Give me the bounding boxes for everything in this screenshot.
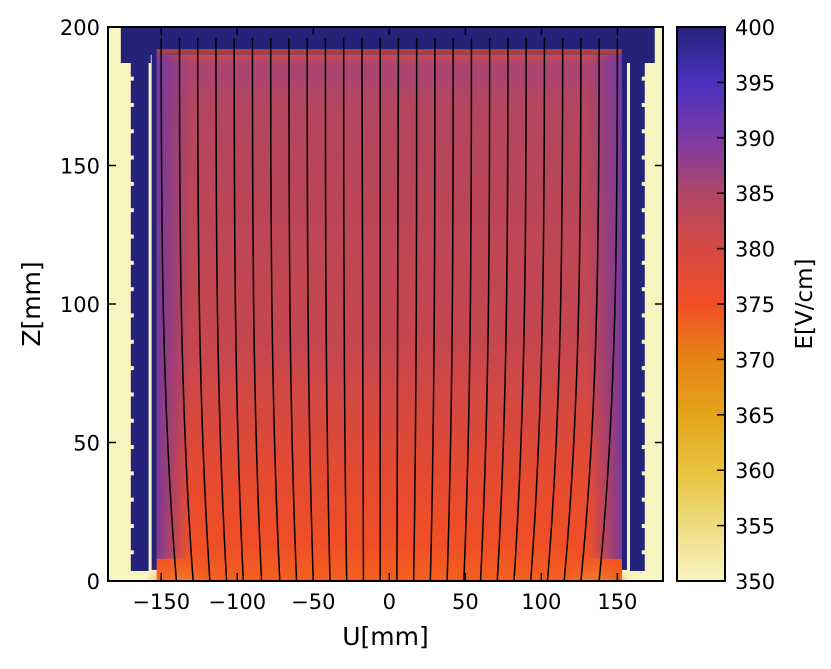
frame-notch — [641, 234, 646, 239]
field-line — [251, 38, 263, 581]
field-line — [269, 38, 281, 581]
field-line — [580, 38, 600, 581]
y-tick-label: 0 — [87, 570, 100, 594]
colorbar-tick-label: 365 — [735, 404, 775, 428]
colorbar-tick-label: 380 — [735, 238, 775, 262]
field-top-band — [156, 49, 622, 68]
colorbar-tick-label: 385 — [735, 182, 775, 206]
frame-notch — [129, 445, 134, 450]
colorbar-tick-label: 360 — [735, 459, 775, 483]
frame-notch — [641, 471, 646, 476]
frame-notch — [129, 550, 134, 555]
field-corner-low-left — [146, 513, 215, 581]
frame-notch — [129, 234, 134, 239]
field-line — [342, 38, 348, 581]
colorbar-tick-label: 390 — [735, 127, 775, 151]
frame-notch — [641, 392, 646, 397]
frame-notch — [641, 260, 646, 265]
field-line — [496, 38, 509, 581]
x-tick-label: 150 — [597, 590, 637, 614]
frame-notch — [641, 155, 646, 160]
y-tick-label: 150 — [60, 155, 100, 179]
frame-notch — [129, 523, 134, 528]
frame-notch — [129, 155, 134, 160]
y-tick-label: 100 — [60, 293, 100, 317]
x-tick-label: −100 — [208, 590, 266, 614]
frame-notch — [641, 418, 646, 423]
field-line — [563, 38, 582, 581]
x-tick-label: −150 — [132, 590, 190, 614]
field-line — [546, 38, 564, 581]
x-axis-label: U[mm] — [342, 622, 429, 651]
colorbar-tick-label: 395 — [735, 71, 775, 95]
x-tick-label: 50 — [452, 590, 479, 614]
x-tick-label: 100 — [521, 590, 561, 614]
field-line — [396, 38, 400, 581]
colorbar-tick-label: 370 — [735, 348, 775, 372]
frame-notch — [129, 129, 134, 134]
field-line — [412, 38, 418, 581]
colorbar-tick-label: 375 — [735, 293, 775, 317]
field-line — [306, 38, 315, 581]
y-tick-label: 200 — [60, 16, 100, 40]
x-tick-label: 0 — [383, 590, 396, 614]
field-line — [160, 38, 178, 581]
x-tick-label: −50 — [291, 590, 335, 614]
field-line — [215, 38, 228, 581]
y-tick-label: 50 — [73, 432, 100, 456]
frame-notch — [129, 102, 134, 107]
field-region — [156, 54, 622, 581]
colorbar-tick-label: 400 — [735, 16, 775, 40]
field-line — [446, 38, 454, 581]
frame-notch — [641, 366, 646, 371]
frame-notch — [129, 208, 134, 213]
field-corner-low-right — [560, 513, 629, 581]
colorbar-tick-label: 350 — [735, 570, 775, 594]
frame-notch — [641, 102, 646, 107]
frame-notch — [129, 418, 134, 423]
frame-notch — [641, 208, 646, 213]
frame-notch — [641, 550, 646, 555]
top-corner-right — [624, 27, 655, 64]
y-axis-label: Z[mm] — [17, 261, 46, 346]
frame-notch — [641, 181, 646, 186]
top-corner-left — [120, 27, 151, 64]
field-line — [233, 38, 245, 581]
frame-notch — [641, 445, 646, 450]
frame-notch — [641, 287, 646, 292]
frame-notch — [129, 76, 134, 81]
field-line — [178, 38, 194, 581]
frame-notch — [129, 366, 134, 371]
frame-notch — [641, 497, 646, 502]
field-line — [598, 38, 619, 581]
frame-notch — [641, 313, 646, 318]
field-edge-right — [587, 54, 622, 559]
frame-notch — [129, 497, 134, 502]
frame-notch — [641, 523, 646, 528]
frame-notch — [129, 260, 134, 265]
frame-notch — [641, 339, 646, 344]
top-electrode — [130, 27, 645, 47]
frame-notch — [129, 181, 134, 186]
field-line — [288, 38, 298, 581]
frame-notch — [129, 471, 134, 476]
colorbar-tick-label: 355 — [735, 515, 775, 539]
field-line — [479, 38, 491, 581]
field-line — [529, 38, 546, 581]
frame-notch — [129, 339, 134, 344]
frame-notch — [641, 76, 646, 81]
field-line — [361, 38, 365, 581]
field-line — [463, 38, 473, 581]
frame-notch — [129, 313, 134, 318]
colorbar-label: E[V/cm] — [792, 258, 818, 349]
frame-notch — [129, 287, 134, 292]
frame-notch — [129, 392, 134, 397]
field-line — [429, 38, 436, 581]
field-line — [324, 38, 331, 581]
field-line — [513, 38, 527, 581]
frame-notch — [641, 129, 646, 134]
field-line — [196, 38, 211, 581]
field-edge-left — [156, 54, 191, 559]
